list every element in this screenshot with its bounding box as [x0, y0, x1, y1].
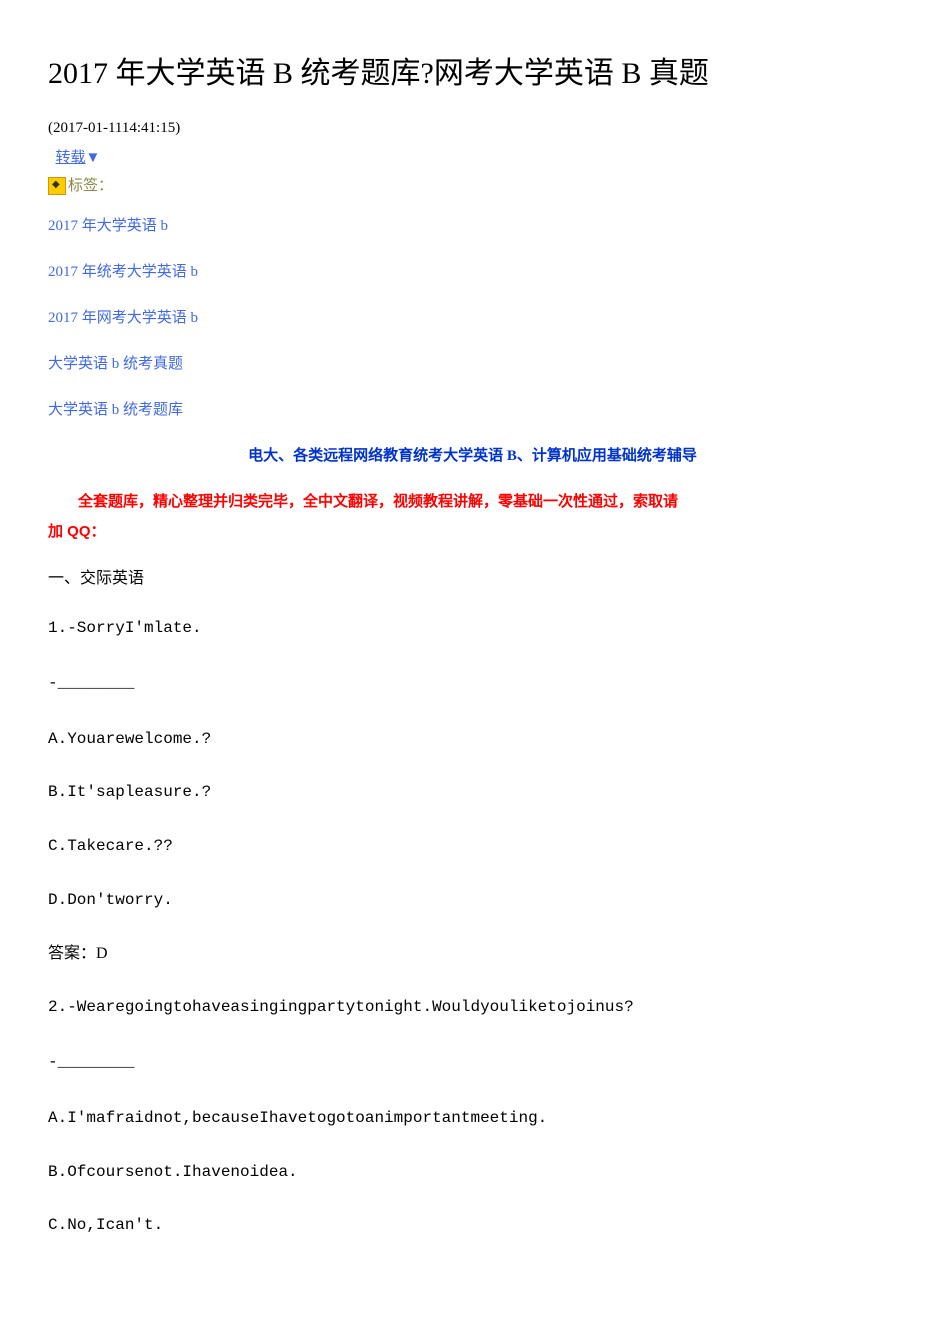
q2-option-a: A.I'mafraidnot,becauseIhavetogotoanimpor… [48, 1106, 897, 1132]
repost-line: 转载▼ [48, 146, 897, 170]
page-title: 2017 年大学英语 B 统考题库?网考大学英语 B 真题 [48, 50, 897, 98]
triangle-down-icon: ▼ [86, 150, 101, 166]
q1-option-b: B.It'sapleasure.? [48, 780, 897, 806]
tag-link[interactable]: 大学英语 b 统考真题 [48, 352, 897, 376]
q1-option-a: A.Youarewelcome.? [48, 727, 897, 753]
tag-link[interactable]: 大学英语 b 统考题库 [48, 398, 897, 422]
section-title: 一、交际英语 [48, 566, 897, 592]
q2-prompt: 2.-Wearegoingtohaveasingingpartytonight.… [48, 995, 897, 1021]
tag-link[interactable]: 2017 年大学英语 b [48, 214, 897, 238]
q2-option-c: C.No,Ican't. [48, 1213, 897, 1239]
labels-text: 标签： [68, 174, 113, 198]
q1-blank: -________ [48, 671, 897, 697]
q2-option-b: B.Ofcoursenot.Ihavenoidea. [48, 1160, 897, 1186]
q1-answer: 答案：D [48, 941, 897, 967]
intro-red-line1: 全套题库，精心整理并归类完毕，全中文翻译，视频教程讲解，零基础一次性通过，索取请 [48, 490, 897, 514]
timestamp: (2017-01-1114:41:15) [48, 116, 897, 140]
q1-prompt: 1.-SorryI'mlate. [48, 616, 897, 642]
q1-option-c: C.Takecare.?? [48, 834, 897, 860]
intro-blue: 电大、各类远程网络教育统考大学英语 B、计算机应用基础统考辅导 [48, 444, 897, 468]
diamond-icon [48, 177, 66, 195]
intro-red-line2: 加 QQ： [48, 520, 897, 544]
tag-link[interactable]: 2017 年统考大学英语 b [48, 260, 897, 284]
tag-link[interactable]: 2017 年网考大学英语 b [48, 306, 897, 330]
q1-option-d: D.Don'tworry. [48, 888, 897, 914]
q2-blank: -________ [48, 1050, 897, 1076]
repost-link[interactable]: 转载 [56, 150, 86, 166]
labels-line: 标签： [48, 174, 897, 198]
